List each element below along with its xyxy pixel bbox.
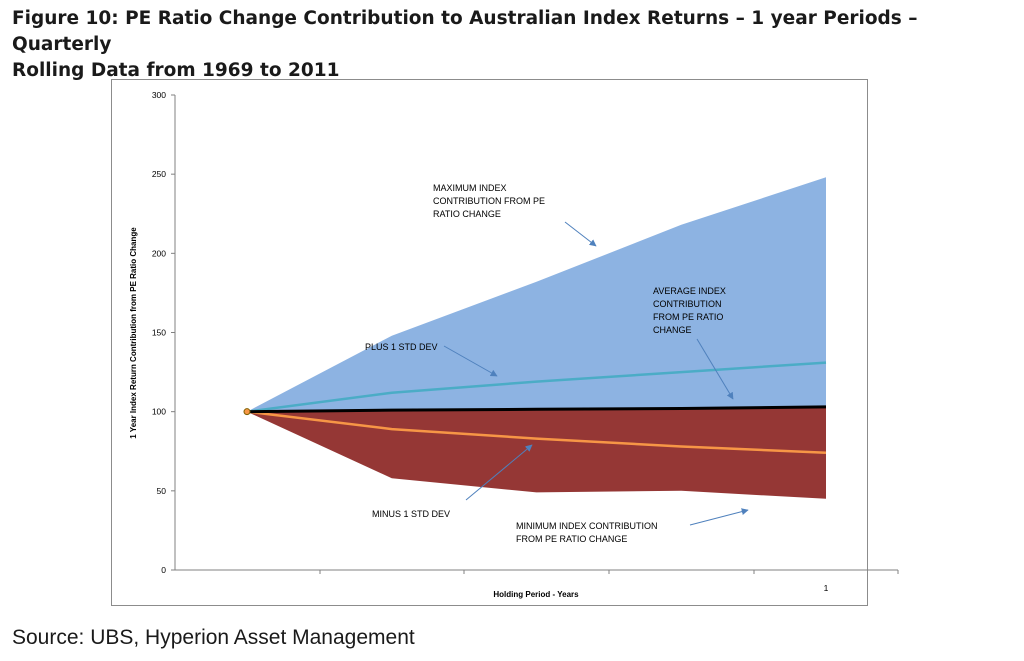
annotation-line: CHANGE: [653, 325, 692, 335]
y-tick-label: 200: [152, 248, 166, 258]
annotation-line: MINIMUM INDEX CONTRIBUTION: [516, 521, 658, 531]
annotation-arrow-min: [689, 508, 749, 526]
chart-title-line-1: Figure 10: PE Ratio Change Contribution …: [12, 8, 918, 55]
annotation-arrow-minus: [465, 444, 533, 501]
y-tick-label: 0: [161, 565, 166, 575]
annotation-arrow-avg: [696, 338, 734, 400]
y-tick-label: 300: [152, 90, 166, 100]
annotation-avg: AVERAGE INDEX CONTRIBUTION FROM PE RATIO CH…: [653, 286, 726, 335]
annotation-minus: MINUS 1 STD DEV: [372, 509, 450, 519]
annotation-line: RATIO CHANGE: [433, 209, 501, 219]
max-contribution-area: [247, 177, 826, 412]
x-axis-label: Holding Period - Years: [493, 590, 579, 599]
y-tick-label: 250: [152, 169, 166, 179]
chart-title-line-2: Rolling Data from 1969 to 2011: [12, 60, 340, 81]
annotation-min: MINIMUM INDEX CONTRIBUTION FROM PE RATIO …: [516, 521, 658, 544]
annotation-plus: PLUS 1 STD DEV: [365, 342, 438, 352]
annotation-line: PLUS 1 STD DEV: [365, 342, 438, 352]
min-contribution-area: [247, 406, 826, 499]
annotation-line: MINUS 1 STD DEV: [372, 509, 450, 519]
minus-1-std-dev-line: [246, 410, 827, 455]
average-contribution-line: [246, 405, 827, 414]
annotation-line: FROM PE RATIO CHANGE: [516, 534, 627, 544]
y-tick-label: 150: [152, 328, 166, 338]
y-axis-label: 1 Year Index Return Contribution from PE…: [129, 227, 138, 439]
annotation-arrow-max: [564, 221, 597, 247]
x-tick-label: 1: [824, 583, 829, 593]
annotation-line: MAXIMUM INDEX: [433, 183, 507, 193]
start-point-marker: [243, 408, 251, 416]
annotation-line: CONTRIBUTION FROM PE: [433, 196, 545, 206]
annotation-max: MAXIMUM INDEX CONTRIBUTION FROM PE RATIO C…: [433, 183, 545, 219]
chart-title: Figure 10: PE Ratio Change Contribution …: [12, 6, 1012, 84]
annotation-arrow-plus: [443, 345, 498, 377]
source-note: Source: UBS, Hyperion Asset Management: [12, 626, 415, 649]
y-tick-label: 100: [152, 407, 166, 417]
annotation-line: AVERAGE INDEX: [653, 286, 726, 296]
annotation-line: FROM PE RATIO: [653, 312, 723, 322]
annotation-line: CONTRIBUTION: [653, 299, 722, 309]
y-tick-label: 50: [157, 486, 167, 496]
plus-1-std-dev-line: [246, 361, 827, 413]
